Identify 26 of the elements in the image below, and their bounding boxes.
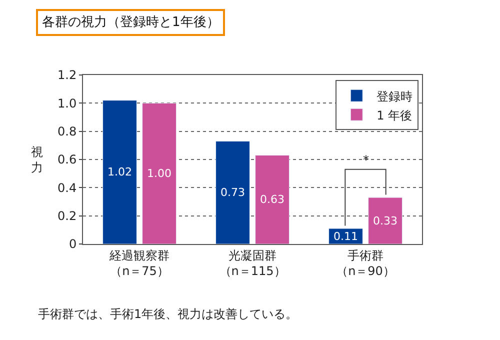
bar [102, 100, 137, 244]
x-tick-label: 経過観察群（n＝75） [108, 248, 170, 278]
bar [255, 155, 290, 244]
x-tick-label: 光凝固群（n＝115） [219, 248, 286, 278]
chart-title: 各群の視力（登録時と1年後） [42, 15, 220, 30]
legend-label: 登録時 [376, 89, 413, 104]
data-label: 0.11 [333, 230, 358, 243]
y-tick-label: 0.2 [58, 209, 77, 224]
data-label: 0.73 [220, 186, 245, 200]
bar [142, 102, 176, 244]
y-axis-title: 視力 [31, 145, 43, 175]
bar [368, 197, 402, 244]
y-tick-label: 0.8 [58, 124, 77, 139]
bar [216, 140, 250, 244]
y-tick-label: 1.0 [58, 96, 77, 110]
data-label: 0.33 [373, 214, 398, 228]
data-label: 0.63 [260, 193, 285, 206]
y-tick-label: 0.6 [58, 152, 77, 167]
y-tick-label: 0.4 [58, 180, 77, 195]
y-tick-label: 1.2 [58, 68, 77, 82]
data-label: 1.02 [107, 166, 132, 179]
legend-label: 1 年後 [376, 108, 412, 122]
data-label: 1.00 [147, 167, 172, 180]
x-tick-label: 手術群（n＝90） [336, 248, 395, 278]
y-tick-label: 0 [68, 237, 77, 252]
text: 手術群では、手術1年後、視力は改善している。 [38, 307, 298, 321]
